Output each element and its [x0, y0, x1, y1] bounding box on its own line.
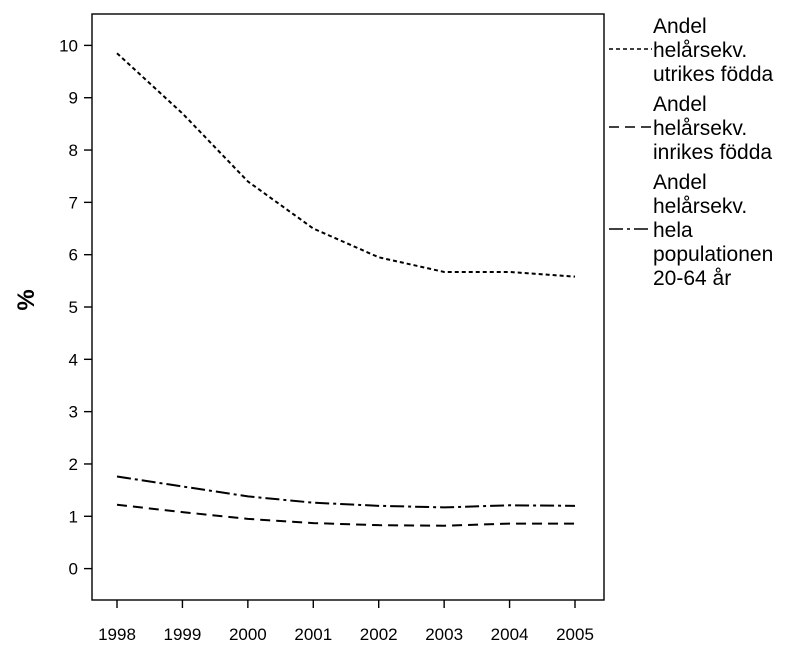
legend-label-line: helårsekv.: [653, 39, 747, 62]
y-tick-label: 9: [69, 89, 78, 108]
y-tick-label: 7: [69, 193, 78, 212]
series-line-1: [116, 52, 576, 278]
y-tick-label: 2: [69, 455, 78, 474]
y-tick-label: 6: [69, 246, 78, 265]
legend-label-line: Andel: [653, 93, 707, 116]
series-line-3: [116, 475, 576, 509]
y-tick-label: 5: [69, 298, 78, 317]
x-tick-label: 2005: [556, 625, 594, 644]
x-tick-label: 1999: [164, 625, 202, 644]
y-axis: 0 1 2 3 4 5 6 7 8 9 10: [59, 36, 92, 579]
legend-label-line: Andel: [653, 15, 707, 38]
legend-label-line: 20-64 år: [653, 267, 731, 290]
y-tick-label: 4: [69, 350, 78, 369]
legend-label-line: Andel: [653, 171, 707, 194]
x-tick-label: 2000: [229, 625, 267, 644]
x-tick-label: 2003: [425, 625, 463, 644]
series-line-2: [116, 503, 575, 527]
series-layer: [116, 52, 576, 527]
y-tick-label: 0: [69, 560, 78, 579]
legend-label-line: populationen: [653, 243, 773, 266]
legend-label-line: inrikes födda: [653, 141, 772, 164]
y-tick-label: 8: [69, 141, 78, 160]
legend-label-line: hela: [653, 219, 693, 242]
legend-label-line: helårsekv.: [653, 117, 747, 140]
x-axis: 1998 1999 2000 2001 2002 2003 2004 2005: [98, 600, 594, 644]
x-tick-label: 2001: [294, 625, 332, 644]
y-tick-label: 10: [59, 36, 78, 55]
x-tick-label: 2002: [360, 625, 398, 644]
y-tick-label: 3: [69, 403, 78, 422]
legend-label-line: helårsekv.: [653, 195, 747, 218]
y-tick-label: 1: [69, 507, 78, 526]
y-axis-label: %: [13, 289, 40, 310]
x-tick-label: 2004: [491, 625, 529, 644]
x-tick-label: 1998: [98, 625, 136, 644]
legend-label-line: utrikes födda: [653, 63, 774, 86]
